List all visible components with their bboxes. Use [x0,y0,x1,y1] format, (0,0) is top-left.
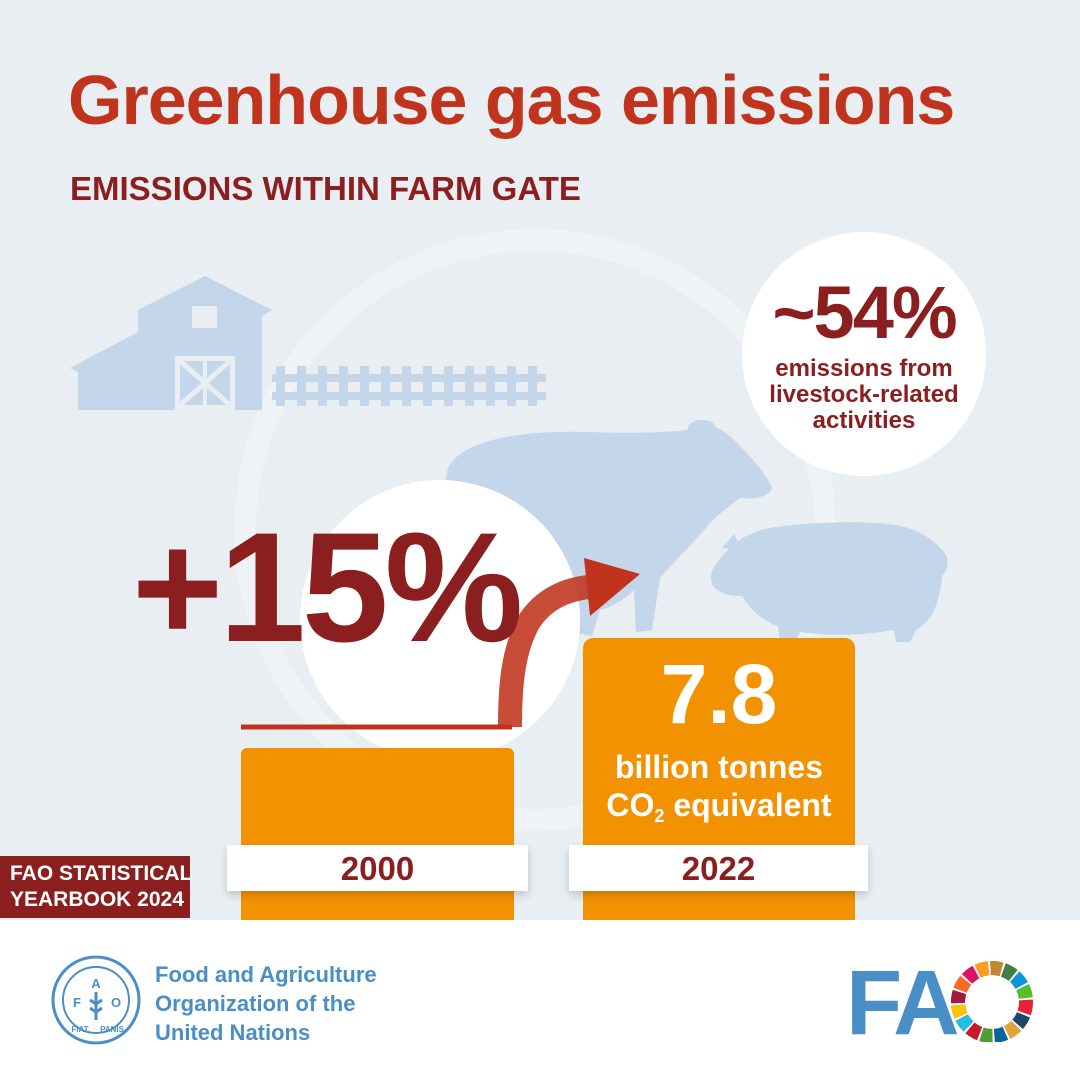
yearbook-badge-line2: YEARBOOK 2024 [10,888,184,911]
emissions-unit: billion tonnes CO2 equivalent [583,748,855,826]
fao-logo: FA [846,956,1033,1042]
livestock-stat-circle: ~54% emissions from livestock-related ac… [742,232,986,476]
emblem-motto-fiat: FIAT [71,1025,88,1034]
emblem-letter-o: O [111,995,121,1010]
emissions-unit-subscript: 2 [654,806,665,826]
growth-percentage: +15% [132,501,523,675]
livestock-share-description: emissions from livestock-related activit… [769,355,959,434]
emblem-motto-panis: PANIS [100,1025,125,1034]
emblem-letter-f: F [73,995,81,1010]
farm-illustration [70,276,948,760]
emissions-unit-equivalent: equivalent [664,787,832,823]
emissions-unit-co: CO [606,787,655,823]
sdg-wheel-icon [951,961,1033,1042]
year-label-2022: 2022 [569,845,868,891]
fao-logo-text: FA [846,956,958,1042]
pig-icon [710,522,948,642]
organization-name: Food and Agriculture Organization of the… [155,960,377,1047]
fence-icon [272,366,546,406]
fao-emblem-icon: A F O FIAT PANIS [51,955,141,1045]
footer: A F O FIAT PANIS Food and Agriculture Or… [0,920,1080,1080]
emissions-value-2022: 7.8 [660,647,778,741]
page-subtitle: EMISSIONS WITHIN FARM GATE [70,170,581,207]
yearbook-badge: FAO STATISTICAL YEARBOOK 2024 [0,856,193,918]
emblem-letter-a: A [91,976,101,991]
bar-2000 [241,748,514,920]
growth-arrow-icon [241,558,640,730]
year-label-2000: 2000 [227,845,528,891]
org-name-line2: Organization of the [155,991,356,1016]
infographic-canvas: Greenhouse gas emissions EMISSIONS WITHI… [0,0,1080,920]
page-title: Greenhouse gas emissions [68,61,955,139]
org-name-line3: United Nations [155,1020,311,1045]
yearbook-badge-line1: FAO STATISTICAL [10,862,193,885]
barn-icon [70,276,272,410]
emissions-unit-line1: billion tonnes [615,749,823,785]
org-name-line1: Food and Agriculture [155,962,377,987]
livestock-share-value: ~54% [772,271,957,354]
